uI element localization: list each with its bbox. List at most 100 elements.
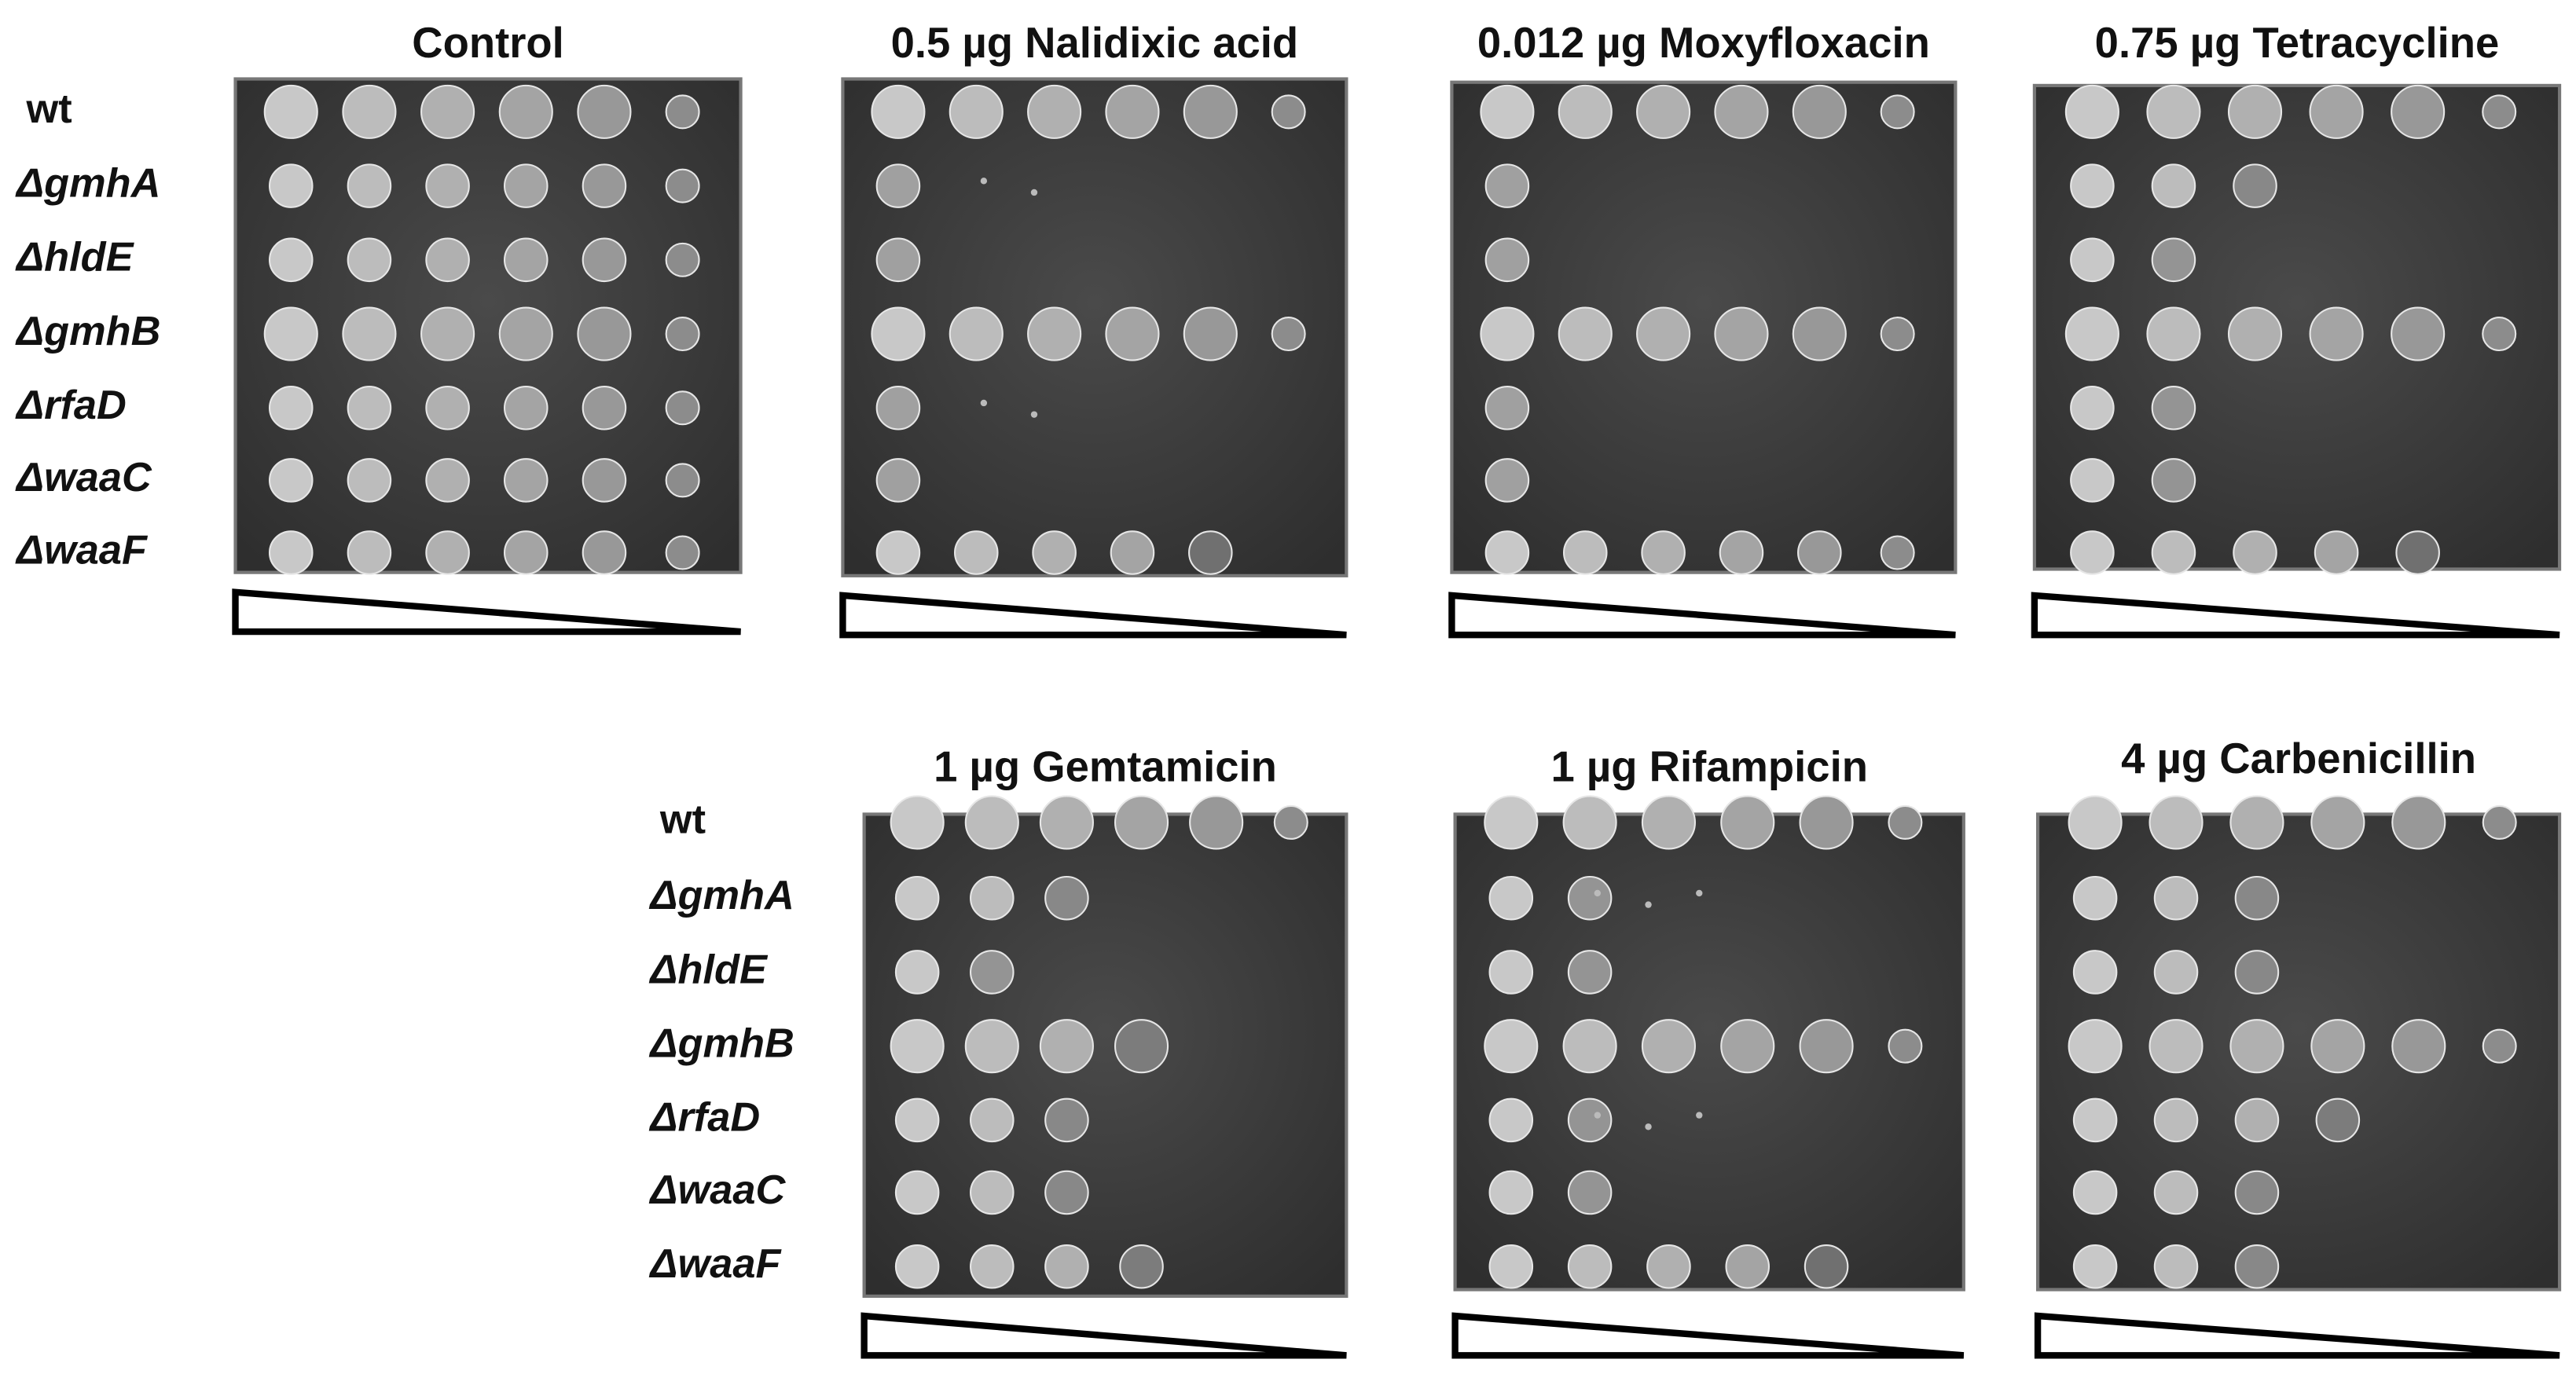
colony-speck (1030, 411, 1038, 418)
colony-spot (1105, 84, 1160, 139)
colony-spot (1880, 535, 1915, 570)
colony-spot (894, 1244, 940, 1289)
colony-spot (894, 875, 940, 921)
colony-spot (2151, 163, 2196, 208)
colony-spot (1567, 1244, 1613, 1289)
colony-spot (1105, 306, 1160, 361)
panel-title: 4 µg Carbenicillin (2121, 735, 2476, 782)
colony-spot (665, 535, 700, 570)
colony-spot (1641, 1019, 1696, 1074)
colony-spot (949, 306, 1004, 361)
strain-label: ΔwaaF (15, 527, 149, 573)
colony-spot (1888, 1028, 1923, 1064)
colony-spot (2391, 306, 2446, 361)
colony-spot (871, 84, 926, 139)
colony-spot (1641, 795, 1696, 850)
colony-spot (875, 386, 921, 431)
colony-spot (1027, 84, 1082, 139)
strain-label: ΔgmhB (15, 309, 160, 354)
colony-spot (503, 386, 549, 431)
colony-spot (1044, 875, 1089, 921)
colony-spot (1880, 317, 1915, 352)
colony-spot (2391, 1019, 2446, 1074)
strain-label: ΔgmhB (648, 1021, 794, 1067)
colony-spot (1488, 875, 1534, 921)
colony-spot (1032, 530, 1077, 575)
colony-spot (875, 530, 921, 575)
dilution-wedge (1451, 1312, 1965, 1359)
colony-spot (871, 306, 926, 361)
colony-spot (2234, 1244, 2280, 1289)
panel-title: 0.5 µg Nalidixic acid (891, 19, 1299, 67)
colony-spot (1189, 795, 1244, 850)
colony-spot (582, 163, 627, 208)
colony-spot (1641, 530, 1686, 575)
strain-label: ΔgmhA (648, 873, 794, 918)
colony-spot (665, 94, 700, 130)
strain-label: ΔhldE (648, 947, 769, 992)
agar-plate (2032, 83, 2562, 571)
colony-spot (1567, 1170, 1613, 1215)
colony-spot (1480, 306, 1535, 361)
colony-spot (1720, 1019, 1775, 1074)
colony-spot (2072, 1097, 2118, 1143)
colony-speck (980, 399, 988, 407)
dilution-wedge (2034, 1312, 2560, 1359)
colony-spot (2153, 1244, 2199, 1289)
colony-spot (875, 237, 921, 283)
colony-spot (2068, 795, 2123, 850)
colony-spot (1636, 84, 1691, 139)
colony-spot (1714, 306, 1769, 361)
colony-spot (582, 386, 627, 431)
agar-plate (1453, 812, 1965, 1292)
colony-spot (1044, 1097, 1089, 1143)
colony-spot (964, 1019, 1019, 1074)
colony-spot (420, 84, 475, 139)
colony-spot (342, 84, 397, 139)
colony-spot (2070, 386, 2115, 431)
colony-spot (665, 390, 700, 426)
colony-spot (1880, 94, 1915, 130)
colony-spot (970, 950, 1015, 995)
colony-spot (1039, 795, 1094, 850)
colony-spot (890, 795, 945, 850)
colony-spot (875, 458, 921, 503)
colony-spot (894, 1097, 940, 1143)
colony-spot (1044, 1170, 1089, 1215)
colony-spot (1558, 84, 1613, 139)
colony-spot (503, 237, 549, 283)
colony-spot (970, 1244, 1015, 1289)
colony-spot (1488, 1097, 1534, 1143)
colony-spot (2151, 386, 2196, 431)
colony-spot (2151, 530, 2196, 575)
agar-plate (1450, 80, 1958, 574)
colony-spot (1725, 1244, 1771, 1289)
agar-plate (2035, 812, 2562, 1292)
colony-spot (1110, 530, 1155, 575)
colony-spot (1488, 1244, 1534, 1289)
colony-spot (1484, 386, 1530, 431)
colony-spot (1888, 804, 1923, 840)
dilution-wedge (2031, 592, 2560, 639)
panel-title: Control (412, 19, 564, 67)
colony-spot (1273, 804, 1308, 840)
colony-spot (1119, 1244, 1164, 1289)
colony-spot (2482, 804, 2517, 840)
colony-spot (2064, 84, 2119, 139)
colony-spot (2227, 306, 2283, 361)
colony-spot (268, 163, 314, 208)
colony-spot (2153, 875, 2199, 921)
colony-spot (347, 163, 392, 208)
colony-speck (1030, 189, 1038, 196)
colony-spot (2395, 530, 2440, 575)
colony-spot (263, 306, 318, 361)
colony-spot (1558, 306, 1613, 361)
strain-label: wt (26, 86, 72, 132)
strain-label: wt (659, 797, 706, 843)
colony-spot (2229, 1019, 2284, 1074)
colony-spot (1799, 795, 1854, 850)
colony-spot (1646, 1244, 1691, 1289)
colony-spot (425, 530, 470, 575)
panel-title: 0.012 µg Moxyfloxacin (1477, 19, 1930, 67)
colony-spot (875, 163, 921, 208)
